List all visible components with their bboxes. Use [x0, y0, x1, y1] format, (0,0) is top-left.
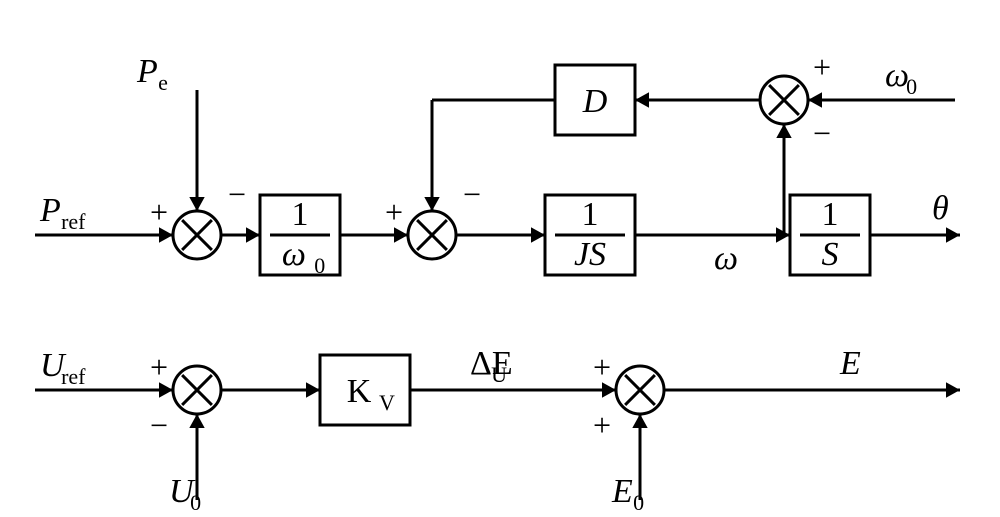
block-kv-sub: V — [379, 390, 395, 415]
sign-s2-left: + — [385, 194, 403, 230]
fraction-den: ω — [282, 236, 306, 273]
wire-bJ-to-bS — [635, 227, 790, 242]
fraction-num: 1 — [822, 196, 839, 233]
fraction-num: 1 — [582, 196, 599, 233]
wire-kv-to-s5 — [410, 382, 616, 397]
fraction-den: S — [822, 236, 839, 273]
label-pe-sub: e — [158, 70, 168, 95]
label-e0: E — [611, 473, 633, 510]
sign-s5-left: + — [593, 349, 611, 385]
label-u0-sub: 0 — [190, 490, 201, 515]
wire-e0-to-s5 — [632, 414, 647, 500]
sum-omega — [760, 76, 808, 124]
sign-s5-bottom: + — [593, 407, 611, 443]
sign-s2-top: − — [463, 176, 481, 212]
wire-pe-to-s1 — [189, 90, 204, 211]
sum-torque — [408, 211, 456, 259]
sign-s4-bottom: − — [150, 407, 168, 443]
block-d-label: D — [582, 83, 608, 120]
sign-s1-left: + — [150, 194, 168, 230]
sign-s3-top: + — [813, 49, 831, 85]
fraction-den: JS — [574, 236, 606, 273]
label-pref: P — [39, 192, 61, 229]
wire-s2-to-bJ — [456, 227, 545, 242]
wire-bS-to-theta — [870, 227, 960, 242]
sum-u — [173, 366, 221, 414]
label-E: E — [839, 345, 861, 382]
label-omega: ω — [714, 240, 738, 277]
sign-s1-top: − — [228, 176, 246, 212]
wire-s4-to-kv — [221, 382, 320, 397]
block-kv-label: K — [347, 373, 372, 410]
label-pref-sub: ref — [61, 209, 86, 234]
label-dEu-sub: U — [491, 362, 507, 387]
sign-s4-left: + — [150, 349, 168, 385]
label-e0-sub: 0 — [633, 490, 644, 515]
label-theta: θ — [932, 190, 949, 227]
label-w0-sub: 0 — [906, 74, 917, 99]
fraction-den-sub: 0 — [314, 253, 325, 278]
wire-s1-to-b1 — [221, 227, 260, 242]
wire-s3-to-D — [635, 92, 760, 107]
sum-e — [616, 366, 664, 414]
wire-s5-to-E — [664, 382, 960, 397]
sign-s3-bottom: − — [813, 115, 831, 151]
wire-D-to-s2 — [424, 100, 439, 211]
sum-p — [173, 211, 221, 259]
label-pe: P — [136, 53, 158, 90]
fraction-num: 1 — [292, 196, 309, 233]
label-uref-sub: ref — [61, 364, 86, 389]
wire-w0-to-s3 — [808, 92, 955, 107]
